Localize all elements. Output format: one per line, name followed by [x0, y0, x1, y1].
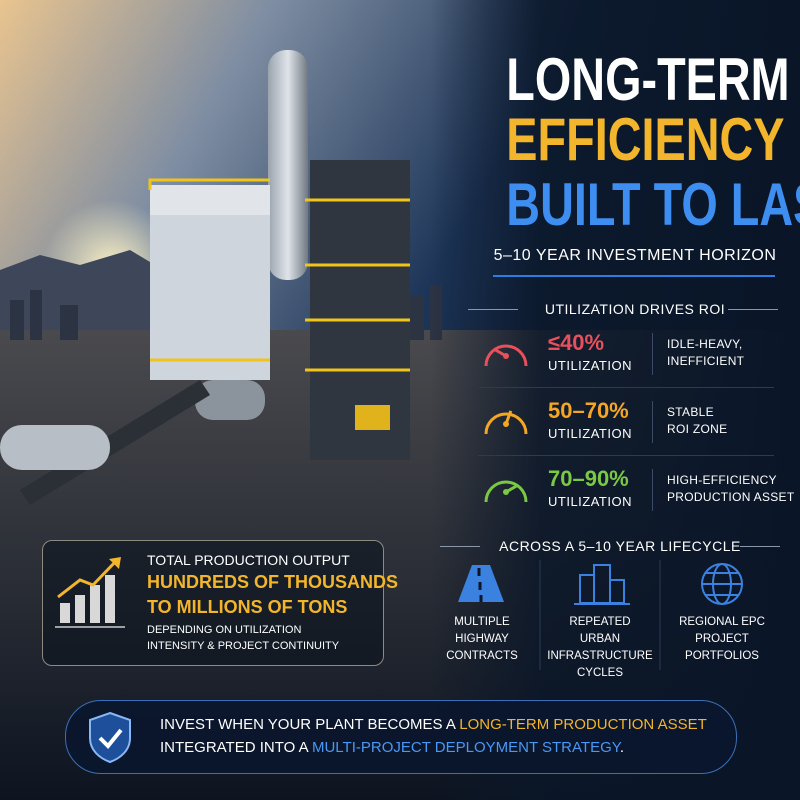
utilization-desc: HIGH-EFFICIENCY: [667, 473, 777, 487]
utilization-desc: PRODUCTION ASSET: [667, 490, 795, 504]
output-note: DEPENDING ON UTILIZATION: [147, 624, 302, 636]
globe-icon: [701, 563, 743, 605]
utilization-desc: INEFFICIENT: [667, 354, 745, 368]
lifecycle-text: PROJECT: [695, 633, 749, 645]
utilization-label: UTILIZATION: [548, 426, 632, 441]
output-label: TOTAL PRODUCTION OUTPUT: [147, 552, 350, 568]
city-icon: [574, 564, 630, 605]
underline: [493, 275, 775, 277]
divider: [652, 333, 653, 375]
lifecycle-heading: ACROSS A 5–10 YEAR LIFECYCLE: [499, 538, 741, 554]
gauge-icon: [484, 480, 528, 503]
lifecycle-text: REPEATED: [569, 616, 631, 628]
utilization-range: 70–90%: [548, 466, 629, 491]
divider: [652, 401, 653, 443]
lifecycle-text: CYCLES: [576, 667, 624, 679]
lifecycle-text: CONTRACTS: [446, 650, 518, 662]
lifecycle-text: INFRASTRUCTURE: [547, 650, 653, 662]
banner-highlight: MULTI-PROJECT DEPLOYMENT STRATEGY: [311, 739, 620, 756]
highway-lines: [477, 568, 483, 602]
row-separator: [478, 387, 774, 388]
banner-text: .: [619, 739, 624, 756]
lifecycle-text: REGIONAL EPC: [679, 616, 765, 628]
title-line: BUILT TO LAST: [506, 171, 800, 238]
output-highlight: HUNDREDS OF THOUSANDS: [147, 572, 399, 592]
output-highlight: TO MILLIONS OF TONS: [147, 597, 348, 617]
divider: [652, 469, 653, 511]
banner-text: INTEGRATED INTO A: [160, 739, 312, 756]
utilization-desc: IDLE-HEAVY,: [667, 337, 743, 351]
rule: [468, 309, 518, 310]
rule: [740, 546, 780, 547]
rule: [728, 309, 778, 310]
utilization-range: 50–70%: [548, 398, 629, 423]
lifecycle-text: HIGHWAY: [455, 633, 509, 645]
banner-highlight: LONG-TERM PRODUCTION ASSET: [459, 716, 707, 733]
gauge-icon: [484, 410, 528, 435]
subtitle: 5–10 YEAR INVESTMENT HORIZON: [493, 247, 777, 264]
utilization-range: ≤40%: [548, 330, 605, 355]
utilization-label: UTILIZATION: [548, 358, 632, 373]
banner-text: INVEST WHEN YOUR PLANT BECOMES A: [160, 716, 460, 733]
lifecycle-text: PORTFOLIOS: [685, 650, 759, 662]
rule: [440, 546, 480, 547]
banner-line: INTEGRATED INTO A MULTI-PROJECT DEPLOYME…: [160, 739, 624, 756]
growth-icon: [55, 557, 125, 628]
title-line: EFFICIENCY: [506, 106, 785, 173]
output-note: INTENSITY & PROJECT CONTINUITY: [147, 640, 340, 652]
roi-heading: UTILIZATION DRIVES ROI: [544, 301, 726, 317]
gauge-icon: [484, 344, 528, 367]
lifecycle-text: URBAN: [579, 633, 621, 645]
banner-line: INVEST WHEN YOUR PLANT BECOMES A LONG-TE…: [160, 716, 707, 733]
title-line: LONG-TERM: [506, 46, 790, 113]
lifecycle-icons: [458, 560, 743, 670]
lifecycle-text: MULTIPLE: [454, 616, 510, 628]
row-separator: [478, 455, 774, 456]
shield-icon: [89, 711, 131, 764]
utilization-desc: STABLE: [667, 405, 714, 419]
utilization-desc: ROI ZONE: [667, 422, 728, 436]
utilization-label: UTILIZATION: [548, 494, 632, 509]
banner: [65, 700, 737, 774]
